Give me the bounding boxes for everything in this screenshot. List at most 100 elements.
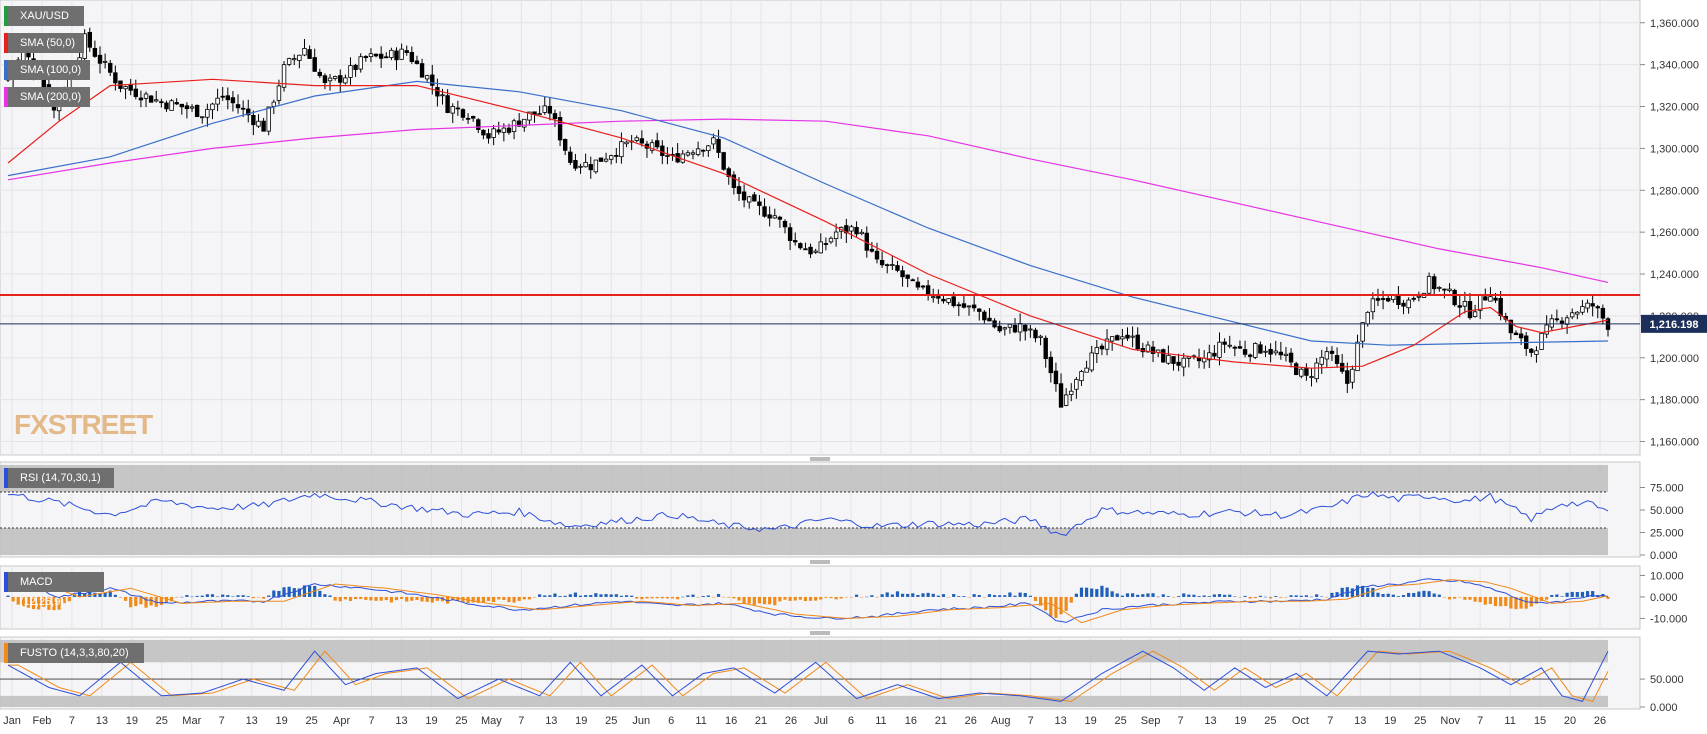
candle-down <box>261 120 266 132</box>
candle-down <box>317 71 323 77</box>
macd-bar-negative <box>1049 596 1053 617</box>
macd-bar-positive <box>1243 595 1247 597</box>
candle-up <box>1299 368 1304 377</box>
y-tick-label: 1,260.000 <box>1650 227 1699 239</box>
candle-down <box>246 108 251 116</box>
sma100-legend[interactable]: SMA (100,0) <box>4 60 90 80</box>
candle-up <box>276 85 282 101</box>
candle-down <box>465 117 471 120</box>
candle-down <box>854 227 859 235</box>
candle-down <box>1595 306 1600 309</box>
macd-bar-positive <box>200 595 204 597</box>
macd-bar-positive <box>93 593 97 597</box>
candle-down <box>476 119 481 130</box>
candle-up <box>1109 336 1115 342</box>
macd-bar-negative <box>1606 596 1610 599</box>
sma50-legend[interactable]: SMA (50,0) <box>4 33 84 53</box>
x-tick-label: 11 <box>1504 715 1515 727</box>
macd-bar-positive <box>1156 596 1160 598</box>
candle-down <box>1247 354 1253 357</box>
candle-down <box>133 88 138 97</box>
macd-bar-negative <box>788 596 792 601</box>
macd-legend[interactable]: MACD (12,26,9) <box>4 572 104 608</box>
macd-bar-positive <box>1299 595 1303 597</box>
macd-bar-positive <box>624 595 629 597</box>
macd-bar-positive <box>1422 590 1426 597</box>
macd-bar-positive <box>992 595 997 597</box>
x-tick-label: 13 <box>246 715 258 727</box>
macd-bar-negative <box>1504 596 1508 607</box>
macd-bar-positive <box>318 590 322 597</box>
candle-up <box>1207 352 1212 361</box>
x-tick-label: 13 <box>395 715 407 727</box>
macd-bar-positive <box>553 593 557 597</box>
candle-up <box>327 77 333 82</box>
watermark: FXSTREET <box>14 409 153 440</box>
candle-down <box>900 270 905 278</box>
x-tick-label: 25 <box>605 715 617 727</box>
candle-up <box>501 127 507 133</box>
macd-bar-positive <box>1294 595 1298 597</box>
macd-bar-negative <box>374 596 378 601</box>
candle-up <box>189 106 195 109</box>
macd-bar-negative <box>451 596 455 601</box>
symbol-legend[interactable]: XAU/USD <box>4 6 84 26</box>
candle-down <box>409 52 415 62</box>
macd-bar-positive <box>1437 594 1441 597</box>
candle-up <box>1360 322 1365 342</box>
candle-up <box>1007 323 1013 328</box>
macd-bar-negative <box>389 596 393 603</box>
candle-up <box>1416 295 1422 298</box>
rsi-legend[interactable]: RSI (14,70,30,1) <box>4 468 114 488</box>
candle-up <box>491 128 496 138</box>
macd-bar-positive <box>1386 593 1390 597</box>
macd-bar-positive <box>880 594 884 597</box>
candle-down <box>1222 341 1227 345</box>
macd-bar-positive <box>282 587 286 597</box>
x-tick-label: 7 <box>1028 715 1034 727</box>
stoch-legend[interactable]: FUSTO (14,3,3,80,20) <box>4 643 144 663</box>
candle-up <box>1079 371 1084 382</box>
macd-bar-negative <box>1269 596 1273 599</box>
sma200-legend[interactable]: SMA (200,0) <box>4 87 90 107</box>
candle-down <box>1053 370 1059 385</box>
candle-down <box>460 109 466 118</box>
macd-bar-positive <box>1110 591 1114 597</box>
macd-bar-positive <box>558 596 562 597</box>
candle-up <box>624 141 629 145</box>
macd-bar-negative <box>517 596 521 601</box>
rsi-tick-label: 50.000 <box>1650 505 1684 517</box>
macd-bar-negative <box>149 596 153 606</box>
x-tick-label: Mar <box>182 715 201 727</box>
macd-bar-positive <box>272 590 276 597</box>
x-tick-label: 20 <box>1564 715 1576 727</box>
x-tick-label: May <box>481 715 502 727</box>
macd-bar-positive <box>589 595 593 597</box>
macd-bar-positive <box>226 595 230 597</box>
rsi-line <box>7 491 1609 536</box>
macd-bar-negative <box>819 596 823 600</box>
candle-down <box>588 164 593 171</box>
candle-up <box>537 113 542 116</box>
macd-bar-negative <box>762 596 767 605</box>
macd-bar-negative <box>722 596 726 598</box>
candle-up <box>690 152 696 155</box>
macd-bar-negative <box>522 596 526 600</box>
macd-bar-negative <box>175 596 179 598</box>
macd-bar-positive <box>1141 594 1145 597</box>
candle-down <box>1237 346 1243 349</box>
macd-bar-positive <box>88 591 92 597</box>
panel-splitter[interactable] <box>810 457 830 635</box>
macd-bar-positive <box>870 595 874 597</box>
macd-bar-negative <box>129 596 133 608</box>
candle-down <box>782 220 788 228</box>
macd-bar-positive <box>936 595 940 597</box>
candle-up <box>266 106 271 132</box>
macd-bar-positive <box>952 594 956 597</box>
macd-bar-negative <box>164 596 169 603</box>
macd-bar-negative <box>348 596 353 601</box>
macd-bar-negative <box>711 596 716 598</box>
macd-bar-positive <box>241 595 245 597</box>
x-tick-label: 13 <box>545 715 557 727</box>
